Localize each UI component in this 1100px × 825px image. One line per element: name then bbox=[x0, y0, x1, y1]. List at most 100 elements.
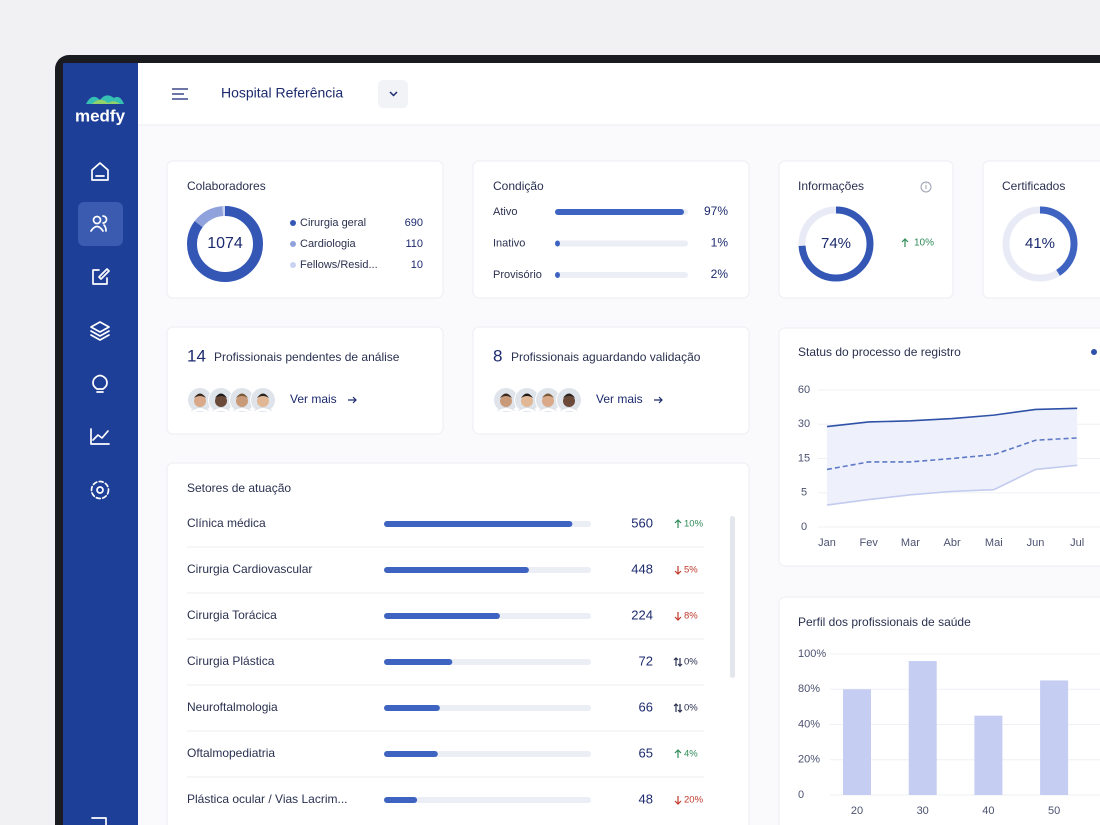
legend-dot bbox=[290, 262, 296, 268]
hospital-name[interactable]: Hospital Referência bbox=[221, 85, 343, 101]
legend-label: Cardiologia bbox=[300, 238, 357, 250]
bar-track bbox=[555, 272, 688, 278]
sector-change: 0% bbox=[684, 657, 698, 668]
sector-change: 4% bbox=[684, 749, 698, 760]
y-tick-label: 5 bbox=[801, 487, 807, 499]
sector-value: 560 bbox=[631, 515, 653, 530]
avatar-face bbox=[563, 395, 575, 407]
nav-edit[interactable] bbox=[92, 268, 110, 285]
donut-segment bbox=[1002, 206, 1078, 282]
sector-name: Clínica médica bbox=[187, 516, 266, 530]
legend-value: 690 bbox=[405, 217, 423, 229]
status-value: 97% bbox=[704, 204, 728, 218]
sector-name: Plástica ocular / Vias Lacrim... bbox=[187, 792, 348, 806]
sector-name: Cirurgia Torácica bbox=[187, 608, 277, 622]
x-tick-label: Mai bbox=[985, 537, 1003, 549]
scrollbar[interactable] bbox=[730, 516, 735, 678]
header bbox=[138, 63, 1100, 125]
sector-name: Neuroftalmologia bbox=[187, 700, 278, 714]
percent: 41% bbox=[1025, 235, 1055, 252]
legend-label: Fellows/Resid... bbox=[300, 259, 378, 271]
trend-icon bbox=[674, 519, 682, 528]
card-title: Setores de atuação bbox=[187, 481, 291, 495]
card-title: Informações bbox=[798, 179, 864, 193]
x-tick-label: Abr bbox=[944, 537, 961, 549]
card-aguardando[interactable] bbox=[472, 326, 750, 435]
percent: 74% bbox=[821, 235, 851, 252]
card-pendentes[interactable] bbox=[166, 326, 444, 435]
status-value: 2% bbox=[711, 267, 729, 281]
card-text: Profissionais pendentes de análise bbox=[214, 350, 400, 364]
menu-button[interactable] bbox=[172, 88, 188, 100]
y-tick-label: 80% bbox=[798, 683, 820, 695]
card-title: Condição bbox=[493, 179, 544, 193]
nav-settings[interactable] bbox=[96, 486, 104, 494]
avatar-shirt bbox=[232, 407, 252, 412]
y-tick-label: 40% bbox=[798, 718, 820, 730]
bar bbox=[384, 705, 440, 711]
dropdown-icon bbox=[389, 91, 398, 97]
x-tick-label: Fev bbox=[860, 537, 879, 549]
nav-ideas[interactable] bbox=[92, 374, 108, 393]
series-line bbox=[826, 407, 1078, 428]
sector-change: 10% bbox=[684, 519, 704, 530]
logo: medfy bbox=[75, 106, 126, 125]
legend-dot bbox=[290, 241, 296, 247]
legend-label: Cirurgia geral bbox=[300, 217, 366, 229]
link[interactable]: Ver mais bbox=[596, 392, 643, 406]
avatar-shirt bbox=[559, 407, 579, 412]
card-text: Profissionais aguardando validação bbox=[511, 350, 701, 364]
nav-layers[interactable] bbox=[90, 321, 110, 341]
card-title: Certificados bbox=[1002, 179, 1065, 193]
bar-track bbox=[384, 797, 591, 803]
trend-icon bbox=[674, 749, 682, 758]
donut-segment bbox=[187, 206, 263, 282]
x-tick-label: Jul bbox=[1070, 537, 1084, 549]
sector-value: 72 bbox=[639, 653, 653, 668]
avatar-face bbox=[215, 395, 227, 407]
card-colaboradores bbox=[166, 160, 444, 299]
total: 1074 bbox=[207, 235, 243, 252]
chart-title: Status do processo de registro bbox=[798, 345, 961, 359]
series-line bbox=[826, 437, 1078, 471]
avatar-shirt bbox=[253, 407, 273, 412]
nav-users[interactable] bbox=[92, 215, 102, 225]
bar bbox=[384, 521, 573, 527]
count: 14 bbox=[187, 346, 206, 365]
trend-icon bbox=[674, 612, 682, 621]
x-tick-label: 30 bbox=[917, 805, 929, 817]
avatar-hair bbox=[257, 393, 269, 398]
y-tick-label: 60 bbox=[798, 384, 810, 396]
trend-icon bbox=[674, 796, 682, 805]
logo-mark bbox=[92, 99, 120, 104]
change: 10% bbox=[914, 238, 934, 249]
nav-logout[interactable] bbox=[91, 817, 107, 825]
trend-icon bbox=[673, 703, 683, 713]
nav-analytics[interactable] bbox=[90, 428, 110, 445]
y-tick-label: 20% bbox=[798, 754, 820, 766]
y-tick-label: 0 bbox=[798, 789, 804, 801]
bar bbox=[555, 209, 685, 215]
card-setores bbox=[166, 462, 750, 825]
info-icon[interactable] bbox=[920, 181, 932, 193]
card-title: Colaboradores bbox=[187, 179, 266, 193]
nav-home[interactable] bbox=[91, 162, 109, 181]
link[interactable]: Ver mais bbox=[290, 392, 337, 406]
bar bbox=[384, 567, 529, 573]
nav-icons bbox=[90, 162, 110, 825]
bar bbox=[1040, 680, 1069, 795]
sector-change: 8% bbox=[684, 611, 698, 622]
range-band bbox=[827, 408, 1078, 506]
avatar-shirt bbox=[496, 407, 516, 412]
sector-value: 448 bbox=[631, 561, 653, 576]
legend-value: 110 bbox=[405, 238, 423, 250]
status-label: Ativo bbox=[493, 206, 517, 218]
x-tick-label: Jun bbox=[1027, 537, 1045, 549]
y-tick-label: 15 bbox=[798, 452, 810, 464]
trend-icon bbox=[673, 657, 683, 667]
chart-title: Perfil dos profissionais de saúde bbox=[798, 615, 971, 629]
status-label: Provisório bbox=[493, 269, 542, 281]
avatar-face bbox=[236, 395, 248, 407]
bar bbox=[555, 240, 560, 247]
x-tick-label: Mar bbox=[901, 537, 920, 549]
